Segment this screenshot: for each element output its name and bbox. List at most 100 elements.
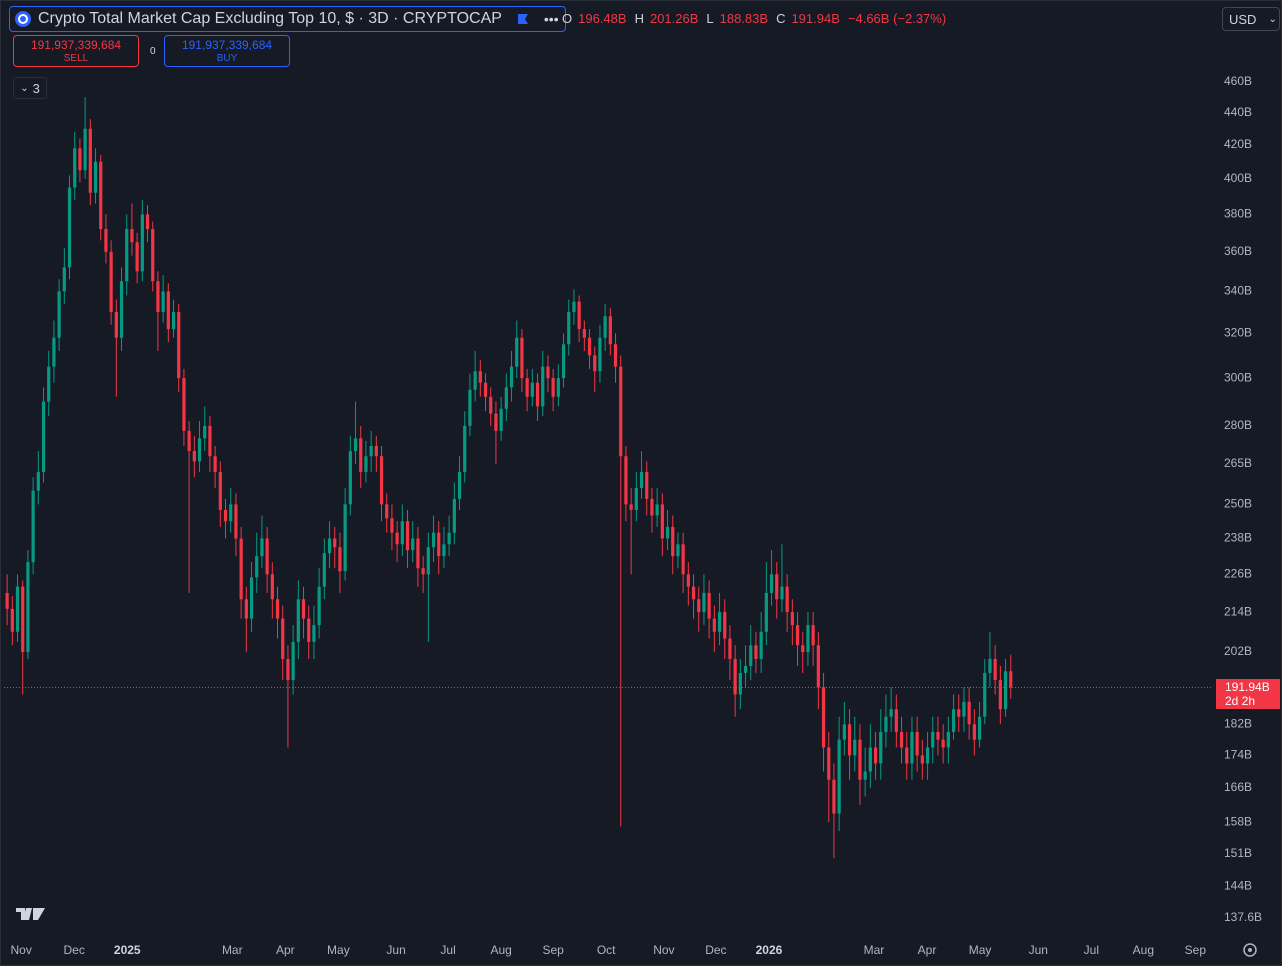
title: Crypto Total Market Cap Excluding Top 10… bbox=[38, 10, 502, 27]
buy-label: BUY bbox=[216, 53, 238, 64]
candle-body bbox=[504, 387, 508, 409]
candle-body bbox=[972, 724, 976, 740]
candle-body bbox=[161, 291, 165, 313]
ohlc-value: 188.83B bbox=[719, 10, 769, 26]
candle-body bbox=[572, 301, 576, 313]
y-tick-label: 420B bbox=[1224, 137, 1252, 151]
candle-body bbox=[369, 445, 373, 457]
candle-body bbox=[483, 382, 488, 397]
candle-body bbox=[208, 425, 212, 457]
last-price-label: 191.94B 2d 2h bbox=[1216, 679, 1280, 710]
candle-body bbox=[343, 504, 347, 572]
candle-body bbox=[255, 556, 259, 578]
ohlc: O 196.48B H 201.26B L 188.83B C 191.94B −4.66B (… bbox=[562, 6, 948, 30]
candle-body bbox=[577, 301, 581, 330]
buy-button[interactable]: 191,937,339,684 BUY bbox=[164, 35, 290, 67]
candle-body bbox=[489, 396, 493, 414]
candle-body bbox=[478, 371, 482, 383]
candle-body bbox=[697, 599, 701, 613]
candle-body bbox=[83, 128, 87, 171]
candle-body bbox=[1009, 671, 1013, 688]
currency-button[interactable]: USD ⌄ bbox=[1222, 7, 1280, 31]
candle-body bbox=[260, 538, 264, 557]
candle-body bbox=[775, 574, 779, 600]
candle-body bbox=[816, 645, 820, 688]
candle-body bbox=[629, 504, 633, 510]
candle-body bbox=[5, 592, 9, 609]
logo bbox=[16, 908, 45, 920]
candle-body bbox=[723, 612, 727, 639]
candle-body bbox=[182, 378, 186, 431]
candle-body bbox=[899, 731, 904, 748]
candle-body bbox=[473, 371, 477, 390]
candle-body bbox=[348, 451, 352, 505]
candle-body bbox=[593, 355, 597, 372]
candle-body bbox=[858, 739, 862, 780]
candle-body bbox=[104, 229, 108, 252]
candle-body bbox=[910, 731, 914, 764]
candle-body bbox=[312, 625, 316, 642]
candle-body bbox=[421, 568, 425, 575]
x-tick-label: Dec bbox=[705, 943, 726, 957]
symbol-title[interactable]: Crypto Total Market Cap Excluding Top 10… bbox=[9, 6, 566, 32]
candle-body bbox=[447, 532, 451, 545]
y-tick-label: 174B bbox=[1224, 748, 1252, 762]
candle-body bbox=[442, 544, 446, 557]
indicators-toggle[interactable]: ⌄ 3 bbox=[13, 77, 47, 99]
candle-body bbox=[411, 538, 415, 551]
ohlc-key: L bbox=[706, 10, 714, 26]
x-tick-label: 2025 bbox=[114, 943, 141, 957]
candle-body bbox=[203, 425, 207, 439]
candle-body bbox=[114, 312, 118, 338]
candle-body bbox=[567, 312, 571, 345]
candle-body bbox=[26, 562, 30, 653]
candle-body bbox=[988, 658, 992, 673]
candle-body bbox=[395, 532, 399, 545]
candle-body bbox=[769, 574, 774, 593]
candle-body bbox=[728, 638, 732, 659]
candle-body bbox=[639, 471, 644, 488]
candle-body bbox=[317, 586, 321, 626]
candle-body bbox=[151, 229, 155, 282]
candle-body bbox=[754, 645, 758, 659]
sell-button[interactable]: 191,937,339,684 SELL bbox=[13, 35, 139, 67]
candle-body bbox=[905, 747, 909, 764]
candle-body bbox=[296, 599, 300, 642]
candle-body bbox=[717, 612, 722, 632]
candle-body bbox=[301, 599, 306, 619]
candle-body bbox=[385, 504, 389, 519]
candle-body bbox=[530, 382, 534, 397]
candle-body bbox=[873, 747, 878, 764]
candle-body bbox=[936, 731, 940, 740]
x-tick-label: Mar bbox=[864, 943, 885, 957]
more-icon[interactable]: ••• bbox=[543, 11, 559, 27]
candle-body bbox=[946, 731, 950, 748]
candle-body bbox=[613, 344, 618, 367]
candle-body bbox=[957, 709, 961, 717]
candle-body bbox=[915, 731, 919, 756]
candle-body bbox=[655, 504, 659, 516]
settings-icon[interactable] bbox=[1243, 943, 1257, 957]
candle-body bbox=[967, 701, 971, 725]
candle-body bbox=[624, 456, 628, 505]
indicator-count: 3 bbox=[32, 80, 40, 96]
candle-body bbox=[546, 366, 550, 379]
y-tick-label: 238B bbox=[1224, 531, 1252, 545]
flag-icon[interactable] bbox=[516, 12, 530, 26]
candle-body bbox=[525, 378, 529, 397]
candle-body bbox=[333, 538, 337, 548]
x-tick-label: Jul bbox=[1084, 943, 1099, 957]
candle-body bbox=[993, 658, 997, 681]
candle-body bbox=[62, 267, 66, 292]
candle-body bbox=[463, 425, 467, 472]
candle-body bbox=[608, 316, 612, 345]
candle-body bbox=[541, 366, 545, 407]
candle-body bbox=[99, 161, 103, 230]
candle-body bbox=[587, 337, 592, 356]
candle-body bbox=[374, 445, 378, 457]
candle-body bbox=[795, 625, 800, 646]
candle-body bbox=[187, 430, 191, 452]
candle-body bbox=[239, 538, 243, 600]
y-tick-label: 265B bbox=[1224, 456, 1252, 470]
spread: 0 bbox=[150, 46, 156, 57]
